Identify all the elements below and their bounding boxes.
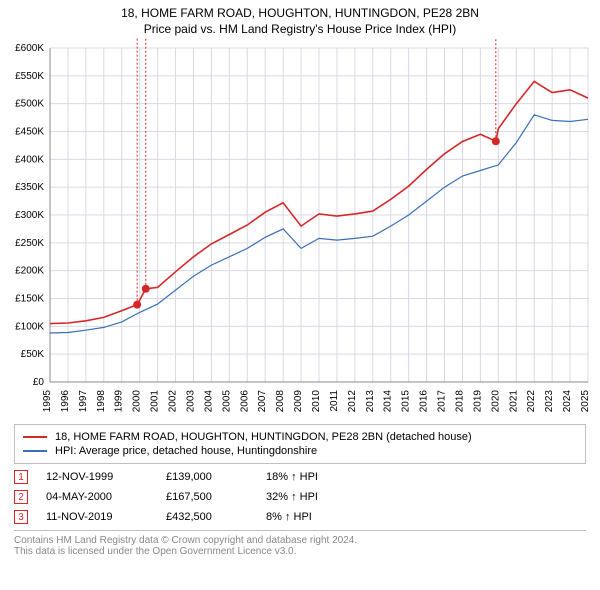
svg-text:2010: 2010 <box>311 390 322 413</box>
svg-text:2007: 2007 <box>257 390 268 413</box>
svg-text:2021: 2021 <box>508 390 519 413</box>
svg-text:2009: 2009 <box>293 390 304 413</box>
svg-text:£300K: £300K <box>15 210 44 221</box>
svg-text:1999: 1999 <box>114 390 125 413</box>
chart-title-block: 18, HOME FARM ROAD, HOUGHTON, HUNTINGDON… <box>0 0 600 38</box>
svg-text:£0: £0 <box>33 377 45 388</box>
svg-text:2020: 2020 <box>490 390 501 413</box>
svg-text:2024: 2024 <box>562 390 573 413</box>
svg-text:2004: 2004 <box>203 390 214 413</box>
event-diff: 8% ↑ HPI <box>266 511 366 523</box>
footer-line1: Contains HM Land Registry data © Crown c… <box>14 535 586 546</box>
event-date: 04-MAY-2000 <box>46 491 166 503</box>
svg-text:2001: 2001 <box>150 390 161 413</box>
footer-attribution: Contains HM Land Registry data © Crown c… <box>14 530 586 557</box>
svg-text:£550K: £550K <box>15 71 44 82</box>
svg-text:1995: 1995 <box>42 390 53 413</box>
chart-title-line2: Price paid vs. HM Land Registry's House … <box>10 22 590 36</box>
svg-text:2000: 2000 <box>132 390 143 413</box>
line-chart-svg: £0 £50K £100K £150K £200K £250K £300K £350K £400… <box>0 38 600 418</box>
event-diff: 32% ↑ HPI <box>266 491 366 503</box>
svg-text:2008: 2008 <box>275 390 286 413</box>
event-marker-box: 2 <box>14 490 28 504</box>
event-row: 2 04-MAY-2000£167,50032% ↑ HPI <box>14 490 586 504</box>
svg-text:2012: 2012 <box>347 390 358 413</box>
event-dot-3 <box>492 137 500 145</box>
svg-text:£200K: £200K <box>15 266 44 277</box>
svg-text:£250K: £250K <box>15 238 44 249</box>
event-marker-box: 3 <box>14 510 28 524</box>
svg-text:2016: 2016 <box>419 390 430 413</box>
legend-swatch <box>23 450 47 452</box>
svg-text:£150K: £150K <box>15 294 44 305</box>
event-price: £139,000 <box>166 471 266 483</box>
legend-item: 18, HOME FARM ROAD, HOUGHTON, HUNTINGDON… <box>23 431 577 443</box>
events-table: 1 12-NOV-1999£139,00018% ↑ HPI 2 04-MAY-200… <box>14 470 586 524</box>
svg-text:2025: 2025 <box>580 390 591 413</box>
legend-box: 18, HOME FARM ROAD, HOUGHTON, HUNTINGDON… <box>14 424 586 464</box>
svg-text:2006: 2006 <box>239 390 250 413</box>
legend-swatch <box>23 436 47 438</box>
svg-text:£600K: £600K <box>15 43 44 54</box>
event-date: 11-NOV-2019 <box>46 511 166 523</box>
legend-item: HPI: Average price, detached house, Hunt… <box>23 445 577 457</box>
svg-text:£500K: £500K <box>15 99 44 110</box>
svg-text:2005: 2005 <box>221 390 232 413</box>
svg-text:2015: 2015 <box>401 390 412 413</box>
event-marker-box: 1 <box>14 470 28 484</box>
chart-area: £0 £50K £100K £150K £200K £250K £300K £350K £400… <box>0 38 600 418</box>
footer-line2: This data is licensed under the Open Gov… <box>14 546 586 557</box>
svg-text:2002: 2002 <box>168 390 179 413</box>
svg-text:2013: 2013 <box>365 390 376 413</box>
event-date: 12-NOV-1999 <box>46 471 166 483</box>
event-price: £167,500 <box>166 491 266 503</box>
svg-text:2011: 2011 <box>329 390 340 412</box>
svg-text:2023: 2023 <box>544 390 555 413</box>
svg-text:£50K: £50K <box>21 349 45 360</box>
event-row: 1 12-NOV-1999£139,00018% ↑ HPI <box>14 470 586 484</box>
svg-text:£400K: £400K <box>15 154 44 165</box>
legend-label: 18, HOME FARM ROAD, HOUGHTON, HUNTINGDON… <box>55 431 472 443</box>
event-dot-1 <box>133 301 141 309</box>
chart-title-line1: 18, HOME FARM ROAD, HOUGHTON, HUNTINGDON… <box>10 6 590 20</box>
svg-text:2022: 2022 <box>526 390 537 413</box>
svg-text:2019: 2019 <box>472 390 483 413</box>
svg-text:2014: 2014 <box>383 390 394 413</box>
svg-text:1997: 1997 <box>78 390 89 413</box>
svg-text:1998: 1998 <box>96 390 107 413</box>
svg-text:£100K: £100K <box>15 321 44 332</box>
event-diff: 18% ↑ HPI <box>266 471 366 483</box>
event-row: 3 11-NOV-2019£432,5008% ↑ HPI <box>14 510 586 524</box>
svg-text:2003: 2003 <box>185 390 196 413</box>
svg-text:£450K: £450K <box>15 127 44 138</box>
event-dot-2 <box>142 285 150 293</box>
legend-label: HPI: Average price, detached house, Hunt… <box>55 445 317 457</box>
svg-text:2018: 2018 <box>454 390 465 413</box>
svg-text:2017: 2017 <box>437 390 448 413</box>
svg-text:£350K: £350K <box>15 182 44 193</box>
svg-text:1996: 1996 <box>60 390 71 413</box>
event-price: £432,500 <box>166 511 266 523</box>
